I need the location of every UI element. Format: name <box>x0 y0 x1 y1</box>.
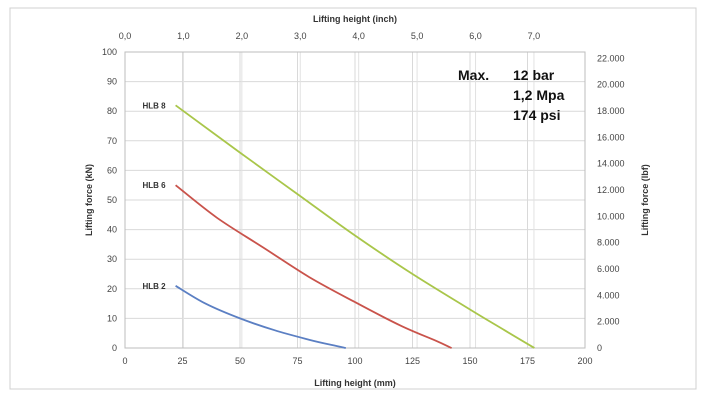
series-label-hlb-6: HLB 6 <box>142 181 166 190</box>
x2-tick-label: 0,0 <box>119 31 132 41</box>
x-tick-label: 75 <box>292 356 302 366</box>
plot-border <box>124 51 586 349</box>
x-tick-label: 125 <box>405 356 420 366</box>
y-tick-label: 60 <box>107 165 117 175</box>
x2-tick-label: 5,0 <box>411 31 424 41</box>
y-tick-label: 10 <box>107 313 117 323</box>
y-tick-label: 100 <box>102 47 117 57</box>
y2-tick-label: 16.000 <box>597 132 625 142</box>
plot-area <box>124 51 586 349</box>
x-tick-label: 50 <box>235 356 245 366</box>
y-tick-label: 90 <box>107 77 117 87</box>
y-tick-label: 40 <box>107 225 117 235</box>
y-tick-label: 0 <box>112 343 117 353</box>
y2-tick-label: 18.000 <box>597 106 625 116</box>
y2-axis-title: Lifting force (lbf) <box>640 164 650 236</box>
y2-tick-label: 6.000 <box>597 264 620 274</box>
y-tick-label: 30 <box>107 254 117 264</box>
x-tick-label: 25 <box>177 356 187 366</box>
y2-tick-label: 10.000 <box>597 211 625 221</box>
series-label-hlb-8: HLB 8 <box>142 101 166 110</box>
y2-tick-label: 22.000 <box>597 53 625 63</box>
x2-tick-label: 6,0 <box>469 31 482 41</box>
series-label-hlb-2: HLB 2 <box>142 282 166 291</box>
y2-tick-label: 0 <box>597 343 602 353</box>
y2-tick-label: 8.000 <box>597 238 620 248</box>
x2-tick-label: 7,0 <box>528 31 541 41</box>
x-tick-label: 200 <box>577 356 592 366</box>
ticks-layer: 0 10 20 30 40 50 60 70 80 90 100 0 25 50 75 100 125 150 17… <box>102 31 625 366</box>
y-axis-title: Lifting force (kN) <box>84 164 94 236</box>
x-tick-label: 175 <box>520 356 535 366</box>
y2-tick-label: 2.000 <box>597 317 620 327</box>
y-tick-label: 50 <box>107 195 117 205</box>
series-line-hlb-2 <box>175 285 346 349</box>
x-tick-label: 0 <box>122 356 127 366</box>
y-tick-label: 80 <box>107 106 117 116</box>
y2-tick-label: 4.000 <box>597 290 620 300</box>
x2-tick-label: 3,0 <box>294 31 307 41</box>
x2-tick-label: 2,0 <box>236 31 249 41</box>
y2-tick-label: 20.000 <box>597 80 625 90</box>
y-tick-label: 20 <box>107 284 117 294</box>
annotation-line-mpa: 1,2 Mpa <box>513 87 565 103</box>
annotation-label: Max. <box>458 67 489 83</box>
x2-axis-title: Lifting height (inch) <box>313 14 397 24</box>
pressure-annotation: Max. 12 bar 1,2 Mpa 174 psi <box>458 67 565 123</box>
chart-border <box>9 7 697 390</box>
x2-tick-label: 1,0 <box>177 31 190 41</box>
x-tick-label: 150 <box>462 356 477 366</box>
x-axis-title: Lifting height (mm) <box>314 378 395 388</box>
y-tick-label: 70 <box>107 136 117 146</box>
x-tick-label: 100 <box>347 356 362 366</box>
series-line-hlb-6 <box>175 184 452 349</box>
annotation-line-bar: 12 bar <box>513 67 555 83</box>
annotation-line-psi: 174 psi <box>513 107 560 123</box>
y2-tick-label: 14.000 <box>597 159 625 169</box>
y2-tick-label: 12.000 <box>597 185 625 195</box>
series-layer: HLB 2 HLB 6 HLB 8 <box>142 101 535 349</box>
x2-tick-label: 4,0 <box>352 31 365 41</box>
series-line-hlb-8 <box>175 104 535 349</box>
